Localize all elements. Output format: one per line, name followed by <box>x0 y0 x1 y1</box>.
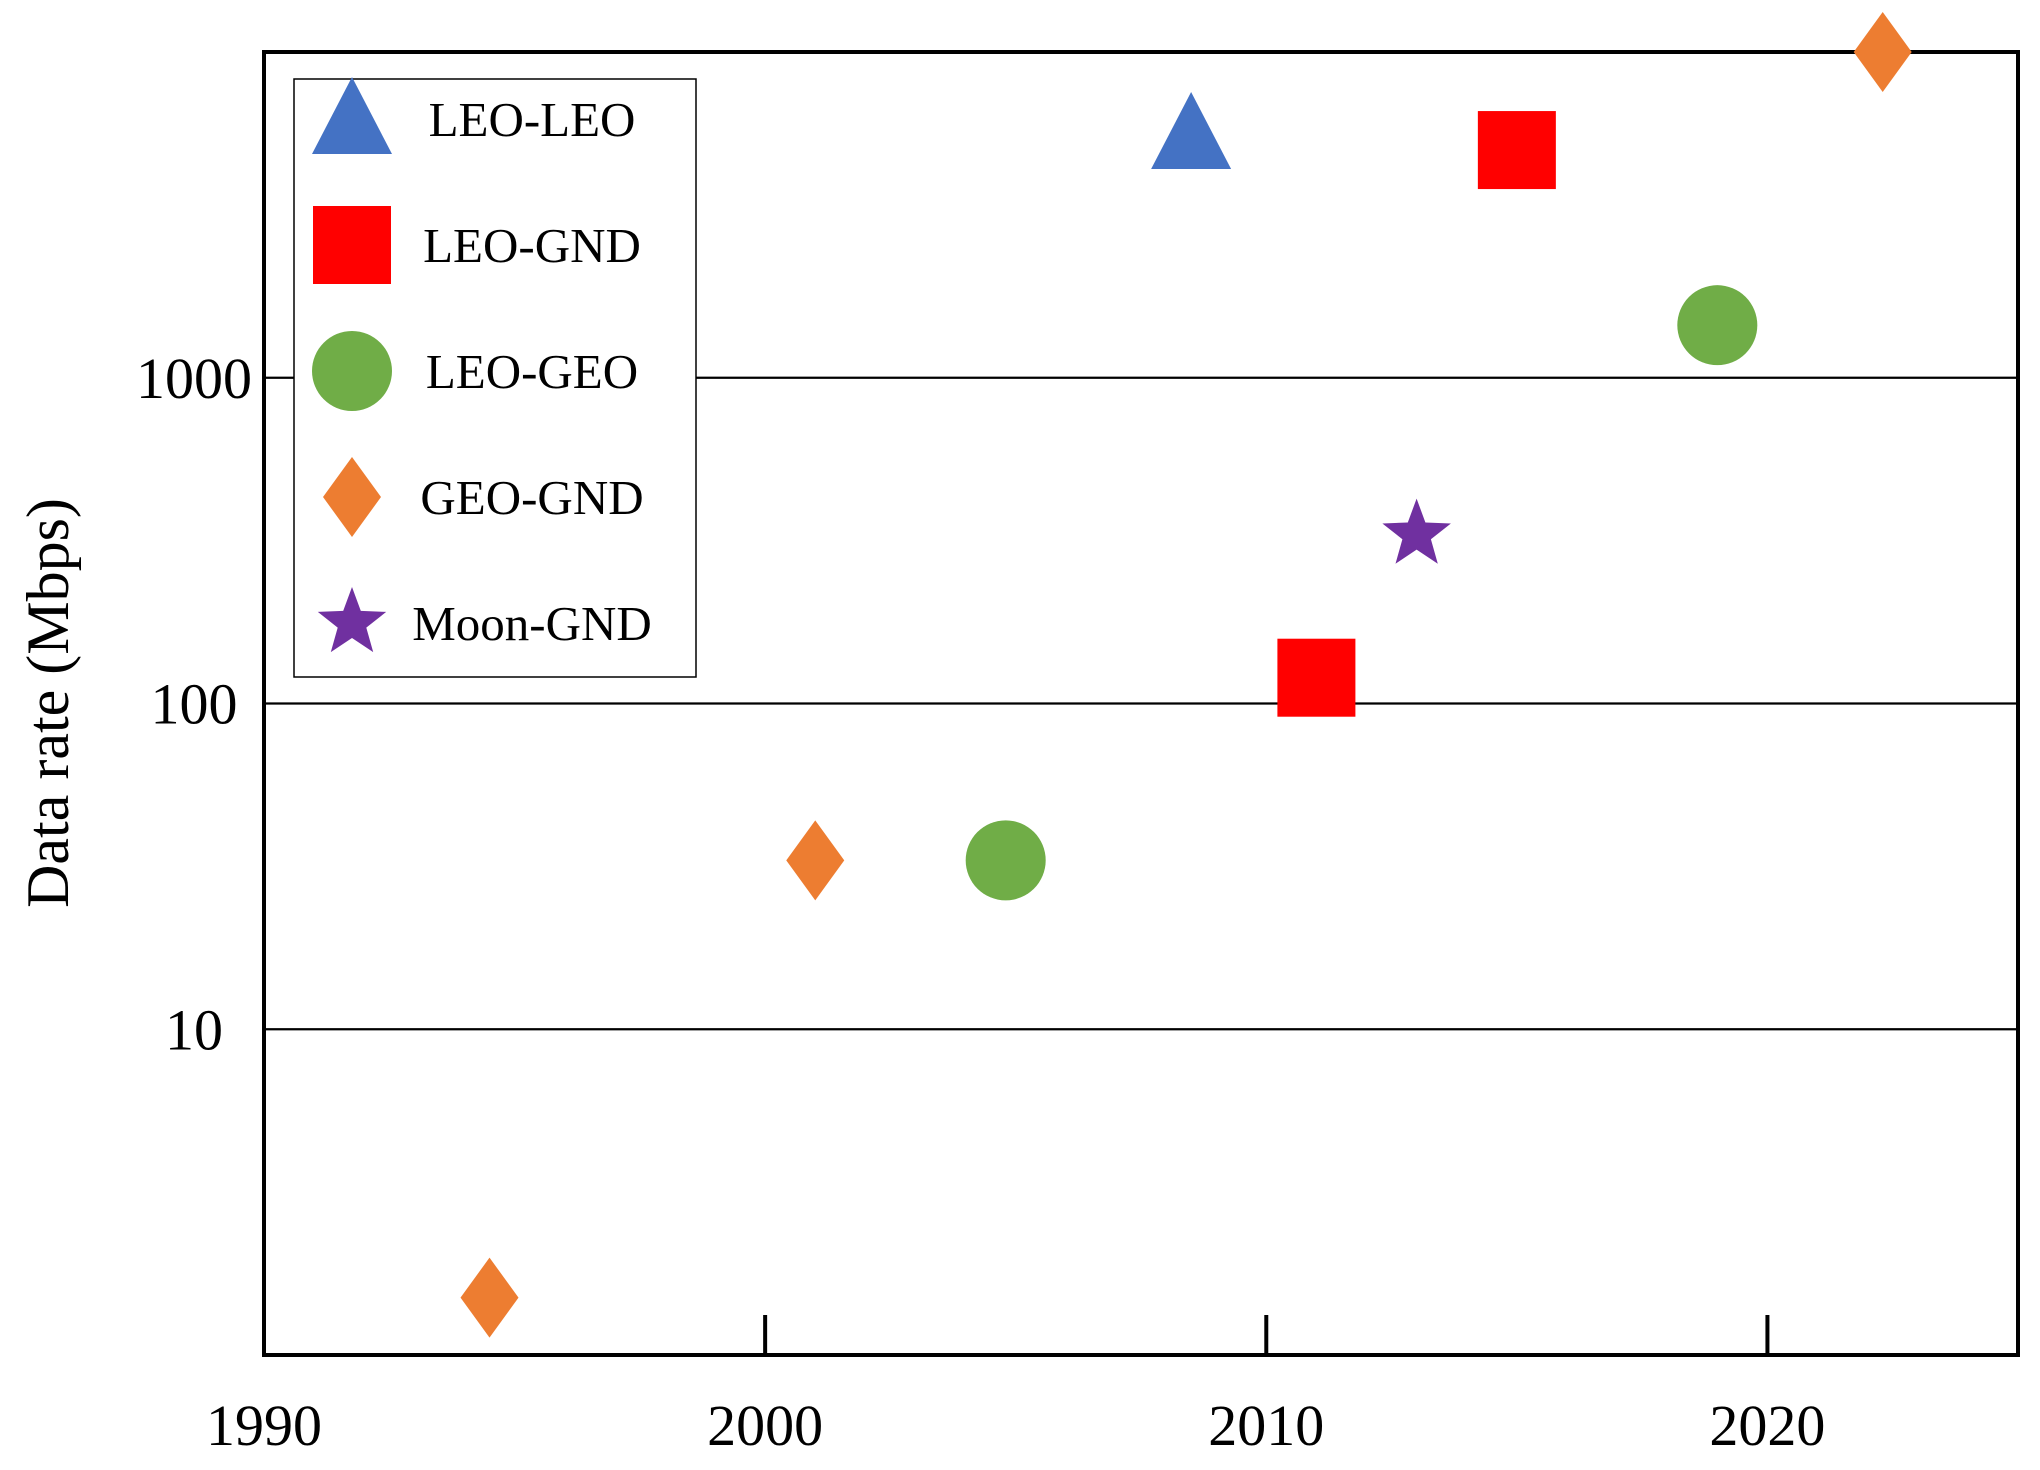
y-tick-label: 1000 <box>136 346 252 411</box>
x-tick-label: 2010 <box>1208 1393 1324 1458</box>
point-geo-gnd-diamond-icon <box>1853 12 1912 92</box>
legend-label: LEO-LEO <box>429 92 636 147</box>
point-leo-leo-triangle-icon <box>1151 92 1232 170</box>
point-moon-gnd-star-icon <box>1382 498 1451 564</box>
y-tick-label: 100 <box>151 672 238 737</box>
legend-label: LEO-GND <box>423 218 641 273</box>
legend-diamond-icon <box>323 457 381 537</box>
point-leo-gnd-square-icon <box>1477 111 1556 190</box>
legend-star-icon <box>317 587 387 653</box>
point-geo-gnd-diamond-icon <box>786 820 845 901</box>
legend-triangle-icon <box>312 77 392 154</box>
x-tick-label: 1990 <box>206 1393 322 1458</box>
legend-label: Moon-GND <box>412 596 652 651</box>
x-tick-label: 2020 <box>1709 1393 1825 1458</box>
y-tick-label: 10 <box>165 997 223 1062</box>
legend-label: LEO-GEO <box>426 344 638 399</box>
point-leo-geo-circle-icon <box>1677 285 1758 366</box>
legend: LEO-LEO LEO-GND LEO-GEO GEO-GND Moon-GND <box>293 77 697 678</box>
legend-square-icon <box>313 206 391 284</box>
plot-frame <box>262 50 2020 1357</box>
tick-labels: 10 100 1000 1990 2000 2010 2020 <box>136 346 1825 1458</box>
point-leo-gnd-square-icon <box>1277 638 1356 717</box>
data-points <box>460 12 1912 1338</box>
legend-circle-icon <box>312 331 392 411</box>
point-geo-gnd-diamond-icon <box>460 1257 519 1338</box>
y-axis-title: Data rate (Mbps) <box>15 498 81 908</box>
legend-label: GEO-GND <box>420 470 643 525</box>
point-leo-geo-circle-icon <box>965 820 1046 901</box>
x-tick-label: 2000 <box>707 1393 823 1458</box>
